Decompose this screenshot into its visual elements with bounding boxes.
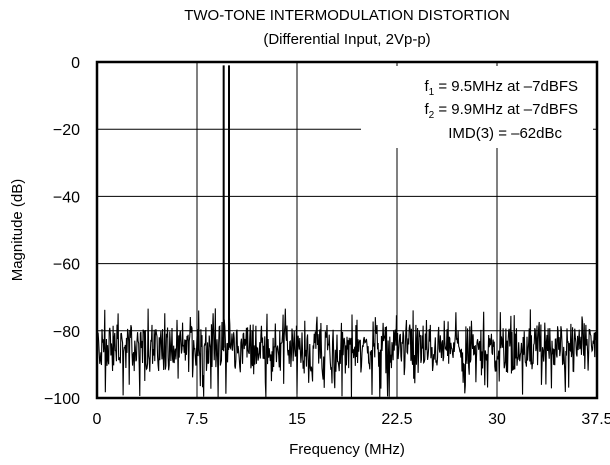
tone-series bbox=[222, 65, 230, 348]
x-axis-label: Frequency (MHz) bbox=[289, 441, 405, 458]
x-tick-label: 0 bbox=[93, 411, 102, 428]
y-tick-label: −80 bbox=[53, 324, 80, 341]
annotation-f2-sub: 2 bbox=[429, 110, 435, 121]
annotation-f2-text: = 9.9MHz at –7dBFS bbox=[434, 101, 578, 118]
y-tick-label: −60 bbox=[53, 257, 80, 274]
annotation-box bbox=[361, 66, 593, 148]
y-tick-label: −20 bbox=[53, 122, 80, 139]
y-axis-label: Magnitude (dB) bbox=[9, 179, 26, 282]
x-tick-labels: 0 7.5 15 22.5 30 37.5 bbox=[93, 411, 610, 428]
x-tick-label: 37.5 bbox=[581, 411, 610, 428]
annotation-f1-text: = 9.5MHz at –7dBFS bbox=[434, 78, 578, 95]
x-tick-label: 30 bbox=[488, 411, 506, 428]
noise-floor-series bbox=[96, 308, 598, 398]
annotation-f2: f2 = 9.9MHz at –7dBFS bbox=[424, 101, 578, 121]
annotation-imd3: IMD(3) = –62dBc bbox=[448, 125, 562, 142]
y-tick-label: 0 bbox=[71, 55, 80, 72]
annotation-f1-sub: 1 bbox=[429, 87, 435, 98]
x-tick-label: 7.5 bbox=[186, 411, 208, 428]
y-tick-labels: 0 −20 −40 −60 −80 −100 bbox=[44, 55, 80, 408]
chart-title: TWO-TONE INTERMODULATION DISTORTION bbox=[184, 7, 510, 24]
annotation-f1-prefix: f bbox=[424, 78, 429, 95]
plot-frame bbox=[95, 60, 599, 400]
x-tick-label: 22.5 bbox=[381, 411, 412, 428]
noise-floor-line bbox=[96, 308, 598, 398]
annotation-f1: f1 = 9.5MHz at –7dBFS bbox=[424, 78, 578, 98]
x-tick-label: 15 bbox=[288, 411, 306, 428]
chart-subtitle: (Differential Input, 2Vp-p) bbox=[263, 31, 430, 48]
annotation-f2-prefix: f bbox=[424, 101, 429, 118]
y-tick-label: −100 bbox=[44, 391, 80, 408]
y-tick-label: −40 bbox=[53, 189, 80, 206]
